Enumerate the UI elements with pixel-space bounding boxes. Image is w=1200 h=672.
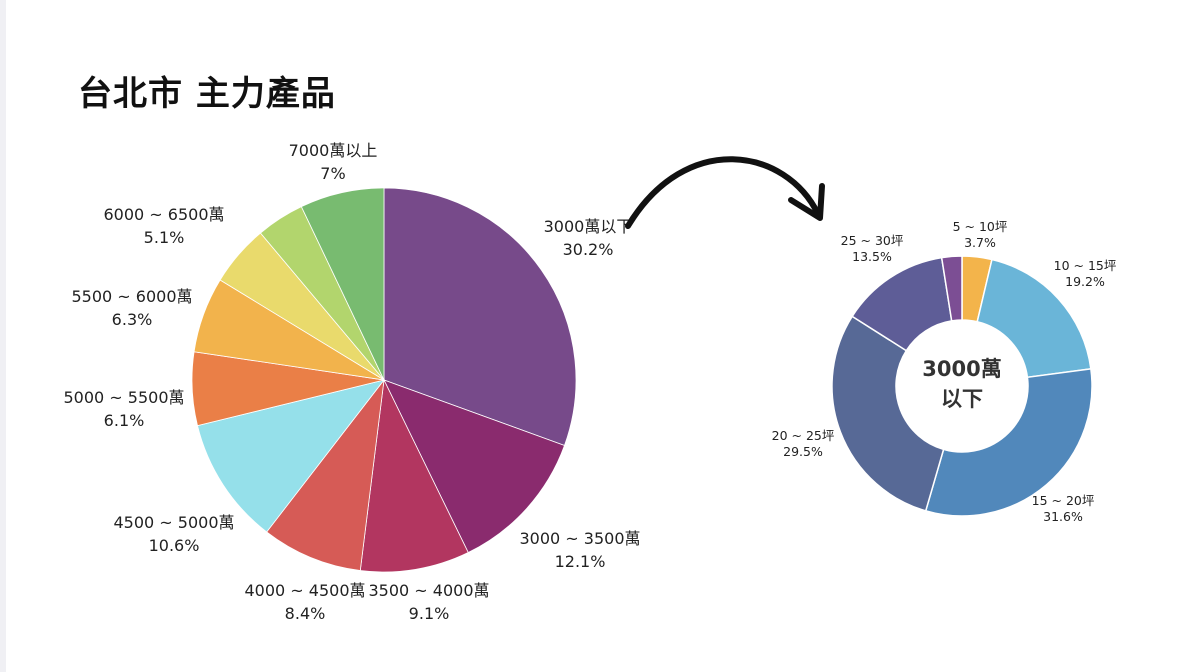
donut-slice-2 bbox=[924, 368, 1093, 517]
donut-slice-unlabeled bbox=[940, 255, 963, 322]
donut-label-3: 20 ~ 25坪 29.5% bbox=[772, 428, 835, 459]
pie-label-8: 7000萬以上 7% bbox=[289, 141, 378, 183]
donut-center-line-0: 3000萬 bbox=[922, 357, 1001, 381]
donut-value-1: 19.2% bbox=[1065, 274, 1105, 289]
pie-category-1: 3000 ~ 3500萬 bbox=[519, 529, 640, 548]
donut-center-label: 3000萬以下 bbox=[922, 357, 1001, 411]
pie-slice-4 bbox=[197, 379, 386, 533]
pie-value-1: 12.1% bbox=[555, 552, 606, 571]
pie-label-1: 3000 ~ 3500萬 12.1% bbox=[519, 529, 640, 571]
donut-value-3: 29.5% bbox=[783, 444, 823, 459]
pie-value-4: 10.6% bbox=[149, 536, 200, 555]
donut-label-0: 5 ~ 10坪 3.7% bbox=[953, 219, 1008, 250]
pie-slice-3 bbox=[266, 378, 385, 571]
donut-category-3: 20 ~ 25坪 bbox=[772, 428, 835, 443]
pie-value-8: 7% bbox=[320, 164, 345, 183]
pie-label-6: 5500 ~ 6000萬 6.3% bbox=[71, 287, 192, 329]
donut-center-line-1: 以下 bbox=[941, 387, 983, 411]
pie-slice-8 bbox=[300, 187, 385, 381]
donut-label-4: 25 ~ 30坪 13.5% bbox=[841, 233, 904, 264]
pie-label-0: 3000萬以下 30.2% bbox=[544, 217, 633, 259]
pie-category-3: 4000 ~ 4500萬 bbox=[244, 581, 365, 600]
pie-label-7: 6000 ~ 6500萬 5.1% bbox=[103, 205, 224, 247]
pie-category-4: 4500 ~ 5000萬 bbox=[113, 513, 234, 532]
pie-value-0: 30.2% bbox=[563, 240, 614, 259]
pie-value-7: 5.1% bbox=[144, 228, 185, 247]
pie-category-2: 3500 ~ 4000萬 bbox=[368, 581, 489, 600]
size-donut-labels: 5 ~ 10坪 3.7% 10 ~ 15坪 19.2% 15 ~ 20坪 31.6% 20 … bbox=[772, 219, 1117, 524]
pie-label-4: 4500 ~ 5000萬 10.6% bbox=[113, 513, 234, 555]
arrow-connector bbox=[625, 156, 825, 229]
price-pie-labels: 3000萬以下 30.2% 3000 ~ 3500萬 12.1% 3500 ~ 4000… bbox=[63, 141, 640, 623]
pie-slice-2 bbox=[359, 378, 469, 573]
donut-category-0: 5 ~ 10坪 bbox=[953, 219, 1008, 234]
pie-label-2: 3500 ~ 4000萬 9.1% bbox=[368, 581, 489, 623]
size-donut-chart bbox=[831, 255, 1093, 517]
donut-slice-1 bbox=[976, 258, 1092, 379]
donut-value-4: 13.5% bbox=[852, 249, 892, 264]
pie-category-7: 6000 ~ 6500萬 bbox=[103, 205, 224, 224]
donut-category-4: 25 ~ 30坪 bbox=[841, 233, 904, 248]
pie-value-6: 6.3% bbox=[112, 310, 153, 329]
pie-category-8: 7000萬以上 bbox=[289, 141, 378, 160]
donut-category-2: 15 ~ 20坪 bbox=[1032, 493, 1095, 508]
pie-value-3: 8.4% bbox=[285, 604, 326, 623]
pie-value-5: 6.1% bbox=[104, 411, 145, 430]
pie-value-2: 9.1% bbox=[409, 604, 450, 623]
donut-label-1: 10 ~ 15坪 19.2% bbox=[1054, 258, 1117, 289]
donut-value-2: 31.6% bbox=[1043, 509, 1083, 524]
pie-category-6: 5500 ~ 6000萬 bbox=[71, 287, 192, 306]
charts-svg: 3000萬以下 30.2%3000 ~ 3500萬 12.1%3500 ~ 4000… bbox=[63, 141, 1117, 623]
pie-slice-0 bbox=[383, 187, 577, 446]
pie-category-5: 5000 ~ 5500萬 bbox=[63, 388, 184, 407]
pie-label-3: 4000 ~ 4500萬 8.4% bbox=[244, 581, 365, 623]
pie-label-5: 5000 ~ 5500萬 6.1% bbox=[63, 388, 184, 430]
donut-category-1: 10 ~ 15坪 bbox=[1054, 258, 1117, 273]
donut-value-0: 3.7% bbox=[964, 235, 996, 250]
page-title: 台北市 主力產品 bbox=[78, 74, 336, 114]
donut-slice-3 bbox=[831, 315, 945, 512]
donut-label-2: 15 ~ 20坪 31.6% bbox=[1032, 493, 1095, 524]
donut-center-text: 3000萬以下 bbox=[922, 357, 1001, 411]
pie-slice-1 bbox=[383, 379, 566, 554]
pie-category-0: 3000萬以下 bbox=[544, 217, 633, 236]
price-pie-chart bbox=[191, 187, 577, 573]
